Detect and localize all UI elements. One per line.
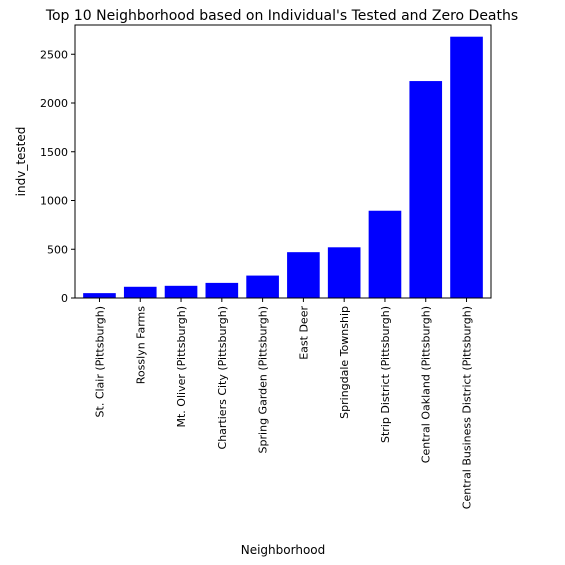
y-tick-label: 0: [61, 292, 68, 305]
y-axis: 0 500 1000 1500 2000 2500: [40, 48, 75, 305]
x-tick-label: Spring Garden (Pittsburgh): [257, 306, 270, 453]
bar: [368, 210, 402, 298]
x-tick-label: Springdale Township: [338, 306, 351, 419]
x-tick-label: Central Oakland (Pittsburgh): [420, 306, 433, 463]
bar: [246, 275, 279, 298]
x-axis-label: Neighborhood: [241, 543, 326, 557]
x-tick-label: East Deer: [297, 306, 310, 360]
chart-title: Top 10 Neighborhood based on Individual'…: [45, 8, 518, 24]
bar: [205, 282, 239, 298]
x-tick-label: Rosslyn Farms: [134, 306, 147, 384]
bar: [409, 81, 443, 298]
y-tick-label: 2500: [40, 48, 68, 61]
y-tick-label: 1000: [40, 195, 68, 208]
x-tick-label: Chartiers City (Pittsburgh): [216, 306, 229, 449]
x-tick-label: Strip District (Pittsburgh): [379, 306, 392, 443]
y-tick-label: 2000: [40, 97, 68, 110]
bar: [327, 247, 361, 298]
bar: [123, 286, 157, 298]
y-axis-label: indv_tested: [14, 127, 28, 197]
bar: [450, 36, 483, 298]
bar: [287, 252, 320, 298]
x-axis: St. Clair (Pittsburgh) Rosslyn Farms Mt. O…: [93, 298, 474, 509]
x-tick-label: Mt. Oliver (Pittsburgh): [175, 306, 188, 428]
plot-frame: [74, 24, 492, 299]
bar: [164, 285, 198, 298]
y-tick-label: 500: [47, 243, 68, 256]
x-tick-label: St. Clair (Pittsburgh): [93, 306, 106, 417]
y-tick-label: 1500: [40, 146, 68, 159]
x-tick-label: Central Business District (Pittsburgh): [461, 306, 474, 509]
bar: [83, 293, 116, 298]
bars-group: [83, 36, 483, 298]
